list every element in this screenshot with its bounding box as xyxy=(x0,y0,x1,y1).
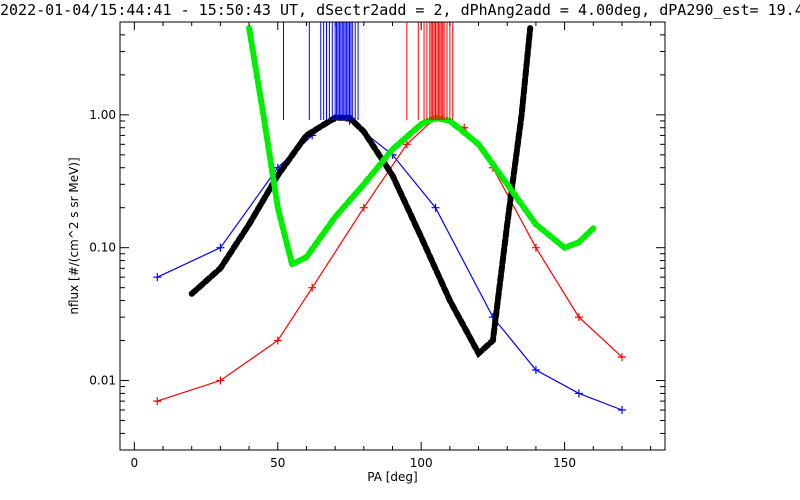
chart-title: 2022-01-04/15:44:41 - 15:50:43 UT, dSect… xyxy=(0,1,800,19)
x-tick-label: 150 xyxy=(553,456,576,470)
data-point-red xyxy=(574,313,583,322)
data-point-red xyxy=(402,140,411,149)
x-tick-label: 50 xyxy=(270,456,285,470)
data-point-blue xyxy=(216,243,225,252)
data-point-blue xyxy=(153,273,162,282)
data-point-red xyxy=(216,376,225,385)
data-point-blue xyxy=(431,203,440,212)
x-axis-label: PA [deg] xyxy=(367,470,417,484)
data-point-red xyxy=(308,283,317,292)
series-line-black xyxy=(188,25,534,359)
data-point-red xyxy=(359,203,368,212)
series-line-blue xyxy=(157,117,623,411)
y-tick-label: 1.00 xyxy=(89,108,116,122)
axes-layer: 0 50 100 150 0.01 0.10 1.00 xyxy=(89,21,666,470)
y-tick-label: 0.01 xyxy=(89,374,116,388)
y-axis-label: nflux [#/(cm^2 s sr MeV)] xyxy=(67,157,81,314)
data-point-red xyxy=(617,353,626,362)
y-tick-label: 0.10 xyxy=(89,241,116,255)
series-line-red xyxy=(157,117,623,402)
series-line-green xyxy=(246,25,597,269)
data-point-red xyxy=(153,397,162,406)
data-point-red xyxy=(273,336,282,345)
data-point-blue xyxy=(574,389,583,398)
series-layer xyxy=(153,25,626,415)
x-tick-label: 100 xyxy=(410,456,433,470)
data-point-blue xyxy=(617,406,626,415)
data-point-red xyxy=(531,243,540,252)
vertical-marker-layer xyxy=(283,22,454,120)
data-point-blue xyxy=(531,366,540,375)
x-tick-label: 0 xyxy=(131,456,139,470)
